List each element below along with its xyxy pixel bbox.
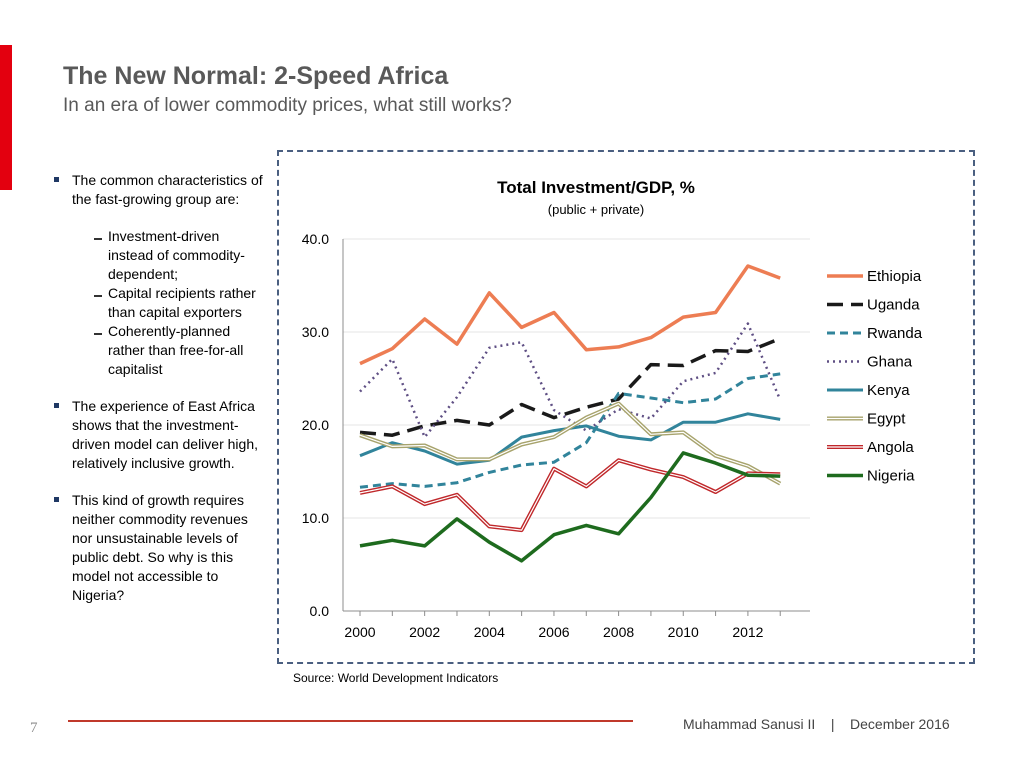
- sub-bullet: Capital recipients rather than capital e…: [72, 284, 265, 322]
- series-line-egypt: [359, 401, 782, 486]
- y-tick-label: 30.0: [302, 324, 329, 340]
- legend-label: Kenya: [867, 382, 910, 399]
- slide-title: The New Normal: 2-Speed Africa: [63, 62, 449, 90]
- bullet-text: The common characteristics of the fast-g…: [72, 172, 263, 207]
- bullet-item: The experience of East Africa shows that…: [50, 397, 265, 473]
- sub-list: Investment-driven instead of commodity-d…: [72, 227, 265, 379]
- x-tick-label: 2006: [538, 624, 569, 640]
- x-tick-label: 2002: [409, 624, 440, 640]
- series-line-rwanda: [359, 372, 781, 489]
- x-tick-label: 2004: [474, 624, 505, 640]
- series-line-uganda: [359, 336, 781, 437]
- y-tick-label: 20.0: [302, 417, 329, 433]
- dash-icon: [94, 333, 102, 335]
- sub-bullet-text: Capital recipients rather than capital e…: [108, 285, 256, 320]
- legend-label: Rwanda: [867, 325, 923, 342]
- legend-label: Uganda: [867, 297, 920, 314]
- source-note: Source: World Development Indicators: [293, 671, 499, 685]
- bullet-text: The experience of East Africa shows that…: [72, 398, 258, 471]
- bullet-item: This kind of growth requires neither com…: [50, 491, 265, 605]
- sub-bullet-text: Investment-driven instead of commodity-d…: [108, 228, 245, 282]
- legend-label: Ghana: [867, 354, 913, 371]
- legend-label: Nigeria: [867, 468, 915, 485]
- sub-bullet-text: Coherently-planned rather than free-for-…: [108, 323, 244, 377]
- page-number: 7: [30, 720, 38, 736]
- legend-label: Ethiopia: [867, 268, 922, 285]
- footer-text: Muhammad Sanusi II | December 2016: [683, 716, 950, 732]
- bullet-square-icon: [54, 177, 59, 182]
- series-line-nigeria: [359, 451, 781, 563]
- dash-icon: [94, 238, 102, 240]
- bullet-list: The common characteristics of the fast-g…: [50, 171, 265, 623]
- legend-label: Angola: [867, 439, 914, 456]
- series-line-ghana: [359, 322, 782, 439]
- bullet-square-icon: [54, 497, 59, 502]
- series-line-inner-angola: [359, 459, 781, 531]
- x-tick-label: 2010: [668, 624, 699, 640]
- chart-frame: [277, 150, 975, 664]
- y-tick-label: 0.0: [310, 603, 330, 619]
- sub-bullet: Coherently-planned rather than free-for-…: [72, 322, 265, 379]
- y-tick-label: 40.0: [302, 231, 329, 247]
- dash-icon: [94, 295, 102, 297]
- bullet-text: This kind of growth requires neither com…: [72, 492, 248, 603]
- chart-title: Total Investment/GDP, %: [497, 178, 695, 197]
- bullet-square-icon: [54, 403, 59, 408]
- series-line-angola: [359, 458, 781, 533]
- chart-subtitle: (public + private): [548, 202, 644, 217]
- legend-label: Egypt: [867, 411, 906, 428]
- x-tick-label: 2000: [344, 624, 375, 640]
- x-tick-label: 2008: [603, 624, 634, 640]
- footer-rule: [68, 720, 633, 722]
- accent-bar: [0, 45, 12, 190]
- sub-bullet: Investment-driven instead of commodity-d…: [72, 227, 265, 284]
- y-tick-label: 10.0: [302, 510, 329, 526]
- series-line-inner-egypt: [359, 403, 781, 485]
- series-line-ethiopia: [359, 264, 781, 366]
- slide-subtitle: In an era of lower commodity prices, wha…: [63, 95, 512, 116]
- x-tick-label: 2012: [732, 624, 763, 640]
- bullet-item: The common characteristics of the fast-g…: [50, 171, 265, 379]
